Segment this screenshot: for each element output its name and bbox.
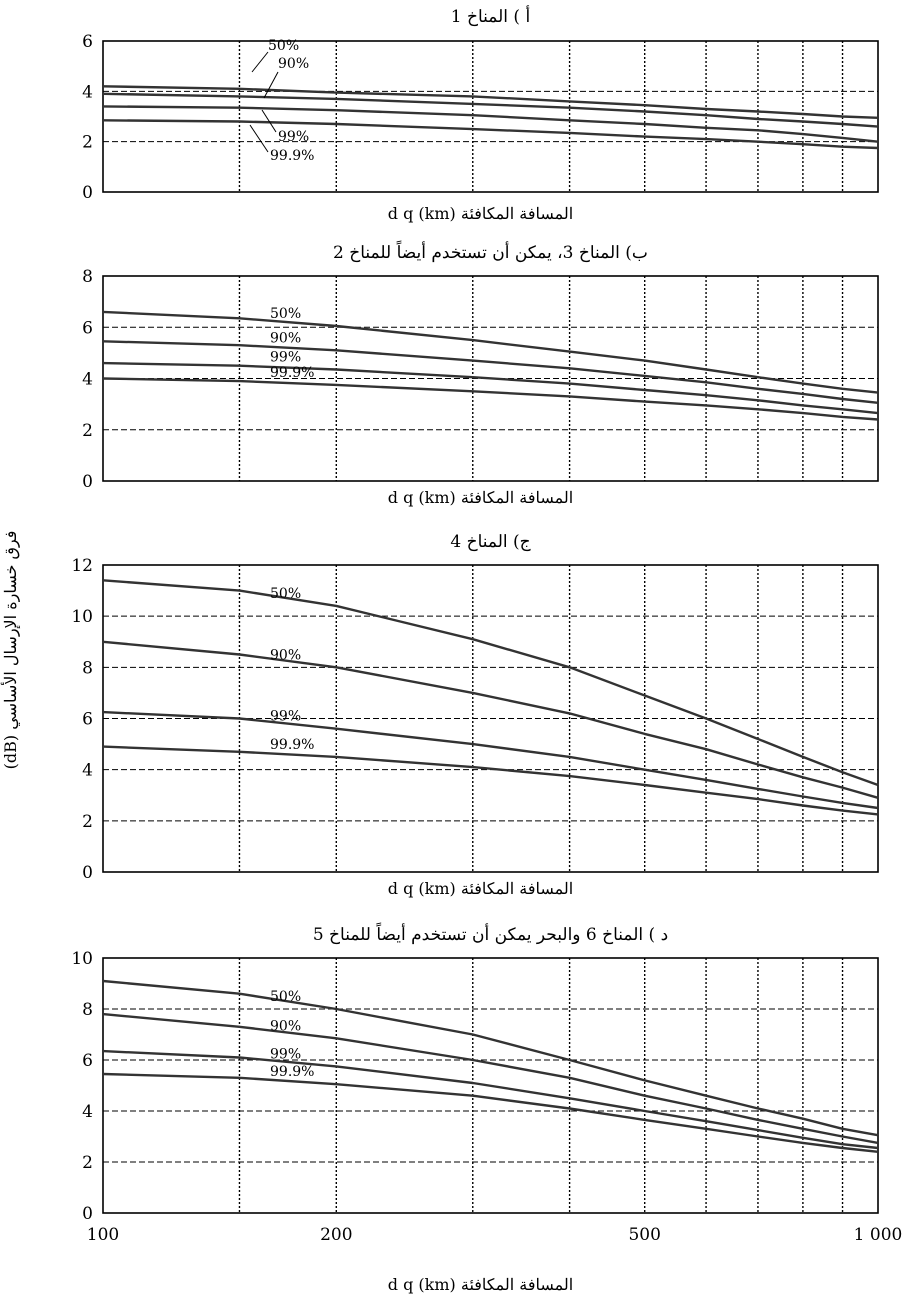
label-leader	[251, 51, 269, 73]
y-tick-label: 8	[82, 267, 93, 287]
series-line-50	[102, 979, 879, 1137]
series-label: 50%	[270, 306, 301, 322]
panel-title: ج) المناخ 4	[450, 532, 530, 552]
chart-panel-4: د ) المناخ 6 والبحر يمكن أن تستخدم أيضاً…	[71, 921, 902, 1294]
series-label: 99.9%	[270, 148, 314, 164]
series-label: 99.9%	[270, 365, 314, 381]
y-tick-label: 0	[82, 1204, 93, 1224]
series-line-999	[102, 377, 879, 421]
y-tick-label: 4	[82, 1102, 93, 1122]
label-leader	[261, 109, 277, 133]
plot-frame	[102, 40, 879, 193]
series-line-99	[102, 710, 879, 810]
x-tick-label: 100	[87, 1225, 119, 1245]
y-tick-label: 0	[82, 472, 93, 492]
chart-panel-2: ب) المناخ 3، يمكن أن تستخدم أيضاً للمناخ…	[82, 239, 879, 507]
panel-title: أ ) المناخ 1	[451, 5, 530, 27]
y-tick-label: 4	[82, 761, 93, 781]
series-label: 99.9%	[270, 1064, 314, 1080]
y-tick-label: 10	[71, 607, 93, 627]
series-label: 99%	[270, 350, 301, 366]
y-tick-label: 8	[82, 658, 93, 678]
x-axis-label: المسافة المكافئة d q (km)	[388, 488, 573, 507]
series-line-999	[102, 1072, 879, 1153]
plot-frame	[102, 564, 879, 873]
series-label: 90%	[270, 647, 301, 663]
label-leader	[263, 71, 279, 99]
series-label: 99%	[278, 129, 309, 145]
y-tick-label: 10	[71, 949, 93, 969]
y-tick-label: 4	[82, 370, 93, 390]
series-line-99	[102, 1049, 879, 1150]
chart-panel-3: ج) المناخ 4 0 2 4 6 8 10 12 50% 90% 99% 99.9% المساف…	[71, 532, 879, 898]
series-label: 99%	[270, 709, 301, 725]
y-tick-label: 2	[82, 1153, 93, 1173]
y-tick-label: 2	[82, 421, 93, 441]
panel-title: ب) المناخ 3، يمكن أن تستخدم أيضاً للمناخ…	[333, 239, 648, 263]
series-label: 50%	[268, 38, 299, 54]
y-tick-label: 4	[82, 82, 93, 102]
chart-panel-1: أ ) المناخ 1 0 2 4 6 50% 90% 99% 99.9% المسافة ال…	[82, 5, 879, 223]
series-line-50	[102, 310, 879, 394]
x-axis-label: المسافة المكافئة d q (km)	[388, 204, 573, 223]
y-axis-label: فرق خسارة الإرسال الأساسي (dB)	[1, 531, 20, 770]
series-line-90	[102, 640, 879, 799]
y-tick-label: 8	[82, 1000, 93, 1020]
x-axis-label: المسافة المكافئة d q (km)	[388, 1275, 573, 1294]
series-line-50	[102, 579, 879, 787]
x-axis-label: المسافة المكافئة d q (km)	[388, 879, 573, 898]
series-label: 90%	[278, 56, 309, 72]
y-tick-label: 6	[82, 710, 93, 730]
y-tick-label: 12	[71, 556, 93, 576]
y-tick-label: 0	[82, 183, 93, 203]
y-tick-label: 2	[82, 812, 93, 832]
series-label: 99%	[270, 1046, 301, 1062]
series-line-90	[102, 92, 879, 128]
series-line-90	[102, 340, 879, 404]
label-leader	[249, 124, 269, 153]
y-tick-label: 6	[82, 32, 93, 52]
series-line-999	[102, 119, 879, 150]
x-tick-label: 500	[628, 1225, 660, 1245]
series-label: 90%	[270, 330, 301, 346]
series-line-99	[102, 105, 879, 143]
series-line-90	[102, 1012, 879, 1145]
series-label: 50%	[270, 586, 301, 602]
panel-title: د ) المناخ 6 والبحر يمكن أن تستخدم أيضاً…	[313, 921, 668, 945]
series-line-999	[102, 745, 879, 816]
series-line-50	[102, 85, 879, 119]
series-label: 50%	[270, 989, 301, 1005]
y-tick-label: 2	[82, 133, 93, 153]
x-tick-label: 200	[320, 1225, 352, 1245]
y-tick-label: 0	[82, 863, 93, 883]
series-label: 90%	[270, 1018, 301, 1034]
series-line-99	[102, 361, 879, 415]
y-tick-label: 6	[82, 318, 93, 338]
y-tick-label: 6	[82, 1051, 93, 1071]
plot-frame	[102, 957, 879, 1214]
series-label: 99.9%	[270, 737, 314, 753]
x-tick-label: 1 000	[854, 1225, 903, 1245]
